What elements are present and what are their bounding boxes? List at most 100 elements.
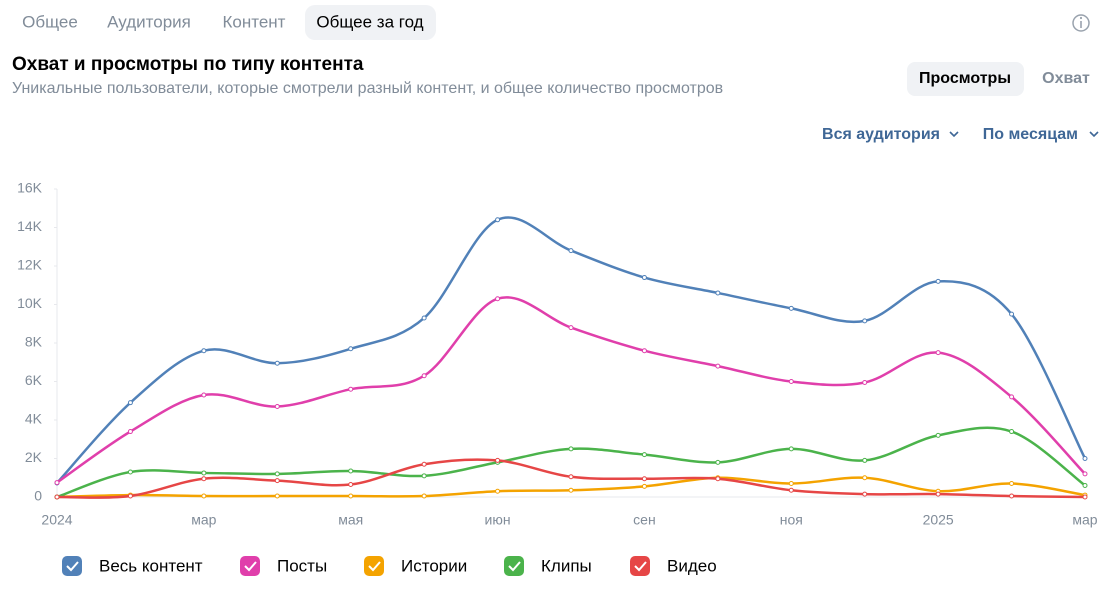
legend-item[interactable]: Клипы [504, 556, 592, 576]
data-point [715, 476, 721, 482]
data-point [568, 446, 574, 452]
active-tab-bg [305, 5, 436, 40]
chevron [1089, 131, 1099, 138]
chevron [949, 131, 959, 138]
y-tick-label: 2K [25, 449, 43, 465]
data-point [127, 493, 133, 499]
info-icon[interactable] [1072, 14, 1090, 32]
series-line [56, 426, 1086, 499]
data-point [862, 318, 868, 324]
data-point [641, 348, 647, 354]
data-point [1082, 494, 1088, 500]
data-point [421, 373, 427, 379]
data-point [862, 491, 868, 497]
data-point [1009, 429, 1015, 435]
x-tick-label: 2025 [923, 512, 954, 528]
data-point [715, 363, 721, 369]
data-point [421, 493, 427, 499]
y-tick-label: 12K [17, 257, 43, 273]
data-point [201, 493, 207, 499]
y-tick-label: 0 [34, 488, 42, 504]
x-tick-label: мар [191, 512, 216, 528]
legend-item[interactable]: Посты [240, 556, 327, 576]
data-point [715, 459, 721, 465]
legend-item[interactable]: Видео [630, 556, 717, 576]
data-point [54, 480, 60, 486]
chart-subtitle: Уникальные пользователи, которые смотрел… [12, 80, 723, 97]
x-tick-label: мая [338, 512, 363, 528]
data-point [201, 470, 207, 476]
tab[interactable]: Общее [22, 12, 78, 31]
legend-label: Весь контент [99, 556, 203, 575]
x-tick-label: июн [485, 512, 511, 528]
legend-label: Посты [277, 556, 327, 575]
data-point [862, 457, 868, 463]
data-point [788, 305, 794, 311]
data-point [421, 315, 427, 321]
data-point [568, 325, 574, 331]
tab[interactable]: Аудитория [107, 12, 191, 31]
data-point [788, 446, 794, 452]
legend-label: Истории [401, 556, 467, 575]
filter[interactable]: По месяцам [983, 126, 1078, 143]
data-point [274, 493, 280, 499]
legend-checkbox [364, 556, 384, 576]
toggle[interactable]: Просмотры [919, 70, 1011, 87]
data-point [568, 487, 574, 493]
data-point [1082, 471, 1088, 477]
data-point [935, 491, 941, 497]
y-tick-label: 14K [17, 218, 43, 234]
legend-checkbox [504, 556, 524, 576]
y-tick-label: 16K [17, 180, 43, 196]
data-point [201, 392, 207, 398]
data-point [1009, 493, 1015, 499]
data-point [348, 346, 354, 352]
active-toggle-bg [907, 62, 1024, 96]
data-point [127, 400, 133, 406]
filter[interactable]: Вся аудитория [822, 126, 940, 143]
tab[interactable]: Контент [223, 12, 286, 31]
data-point [421, 473, 427, 479]
data-point [274, 360, 280, 366]
toggle[interactable]: Охват [1042, 70, 1090, 87]
checkmark [66, 561, 79, 572]
data-point [274, 471, 280, 477]
data-point [568, 474, 574, 480]
data-point [201, 476, 207, 482]
data-point [1082, 482, 1088, 488]
data-point [715, 290, 721, 296]
tab[interactable]: Общее за год [316, 12, 423, 31]
legend-label: Клипы [541, 556, 592, 575]
data-point [274, 404, 280, 410]
data-point [201, 348, 207, 354]
data-point [1009, 311, 1015, 317]
data-point [935, 278, 941, 284]
checkmark [508, 561, 521, 572]
data-point [788, 487, 794, 493]
y-tick-label: 6K [25, 372, 43, 388]
data-point [495, 457, 501, 463]
chart-title: Охват и просмотры по типу контента [12, 54, 364, 75]
legend-checkbox [62, 556, 82, 576]
data-point [348, 493, 354, 499]
data-point [495, 296, 501, 302]
x-tick-label: 2024 [41, 512, 72, 528]
data-point [127, 429, 133, 435]
y-tick-label: 8K [25, 334, 43, 350]
data-point [862, 475, 868, 481]
data-point [348, 481, 354, 487]
data-point [54, 494, 60, 500]
data-point [641, 452, 647, 458]
series-line [56, 216, 1087, 484]
data-point [1009, 481, 1015, 487]
series-line [56, 296, 1086, 484]
data-point [641, 275, 647, 281]
data-point [1009, 394, 1015, 400]
y-tick-label: 4K [25, 411, 43, 427]
legend-item[interactable]: Истории [364, 556, 467, 576]
legend-item[interactable]: Весь контент [62, 556, 203, 576]
data-point [495, 488, 501, 494]
data-point [421, 461, 427, 467]
legend-checkbox [240, 556, 260, 576]
